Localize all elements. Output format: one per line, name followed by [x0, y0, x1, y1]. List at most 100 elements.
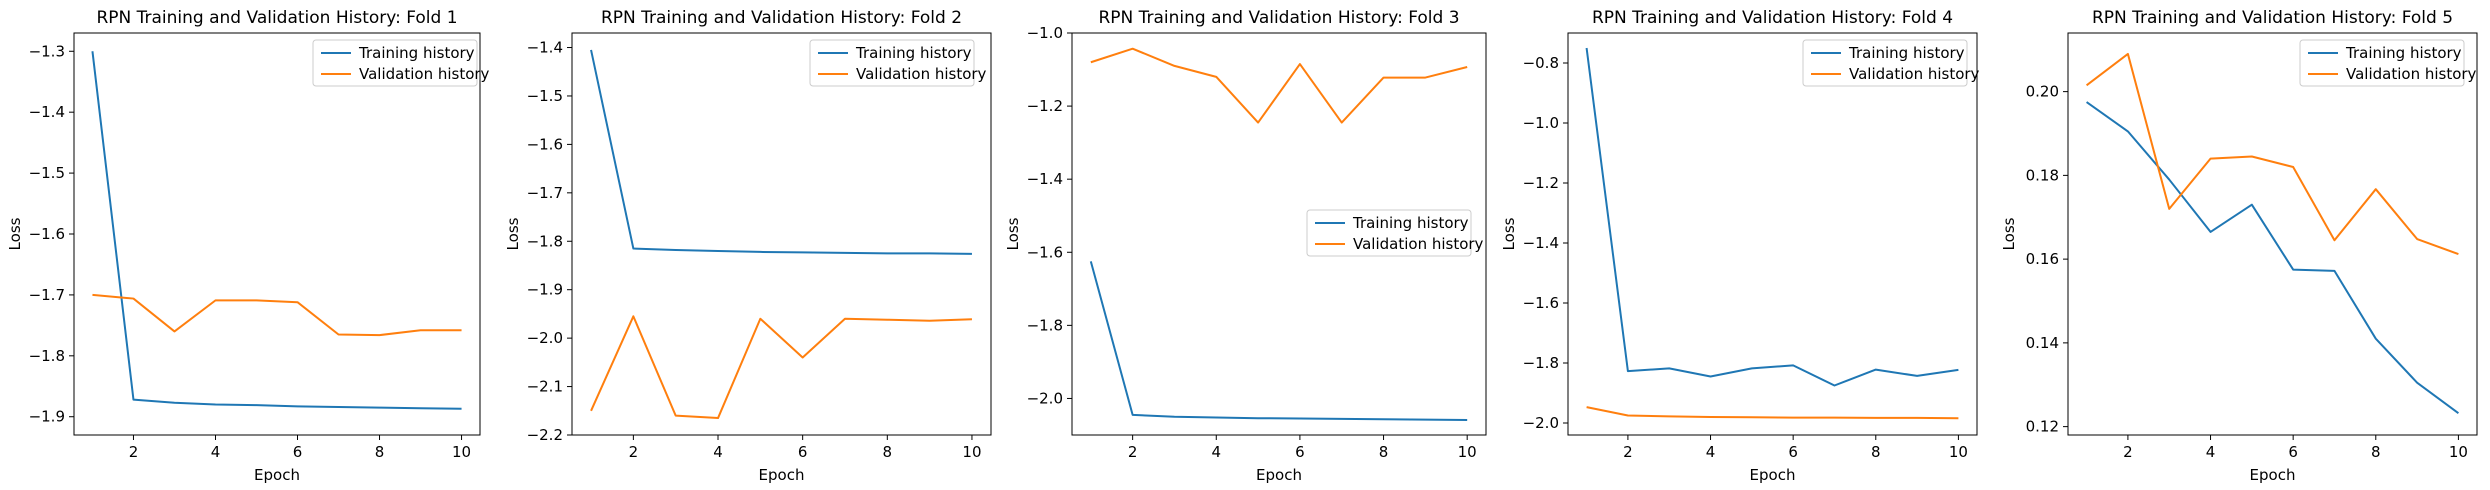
- x-tick-label: 4: [2206, 443, 2216, 461]
- x-axis-label: Epoch: [254, 466, 300, 484]
- series-line-training: [91, 51, 462, 410]
- y-tick-label: 0.14: [2026, 334, 2059, 352]
- y-tick-label: 0.18: [2026, 166, 2059, 184]
- x-tick-label: 8: [2371, 443, 2381, 461]
- y-tick-label: −1.5: [29, 164, 65, 182]
- axes-frame: [1071, 32, 1487, 436]
- y-tick-label: −2.0: [527, 329, 563, 347]
- axes-frame: [2067, 32, 2478, 436]
- x-tick-label: 8: [1379, 443, 1389, 461]
- y-axis-label: Loss: [504, 217, 522, 250]
- x-tick-label: 4: [713, 443, 723, 461]
- series-line-validation: [1586, 406, 1959, 420]
- y-tick-label: −1.0: [1523, 114, 1559, 132]
- series-line-training: [1585, 47, 1959, 387]
- y-tick-label: −2.2: [527, 426, 563, 444]
- x-tick-label: 2: [629, 443, 639, 461]
- x-tick-label: 2: [1128, 443, 1138, 461]
- y-tick-label: −1.8: [527, 232, 563, 250]
- y-tick-label: −1.8: [29, 347, 65, 365]
- y-tick-label: −0.8: [1523, 54, 1559, 72]
- y-tick-label: −1.6: [29, 225, 65, 243]
- x-tick-label: 10: [452, 443, 471, 461]
- legend-box: [2299, 39, 2465, 87]
- x-tick-label: 6: [2288, 443, 2298, 461]
- legend-box: [809, 39, 975, 87]
- y-tick-label: 0.16: [2026, 250, 2059, 268]
- x-tick-label: 4: [1706, 443, 1716, 461]
- y-tick-label: 0.20: [2026, 83, 2059, 101]
- x-tick-label: 6: [798, 443, 808, 461]
- y-tick-label: −1.6: [1523, 294, 1559, 312]
- chart-title: RPN Training and Validation History: Fol…: [1592, 8, 1953, 28]
- y-axis-label: Loss: [1500, 217, 1518, 250]
- y-tick-label: −1.4: [1027, 170, 1063, 188]
- legend-entry: Validation history: [1849, 65, 1980, 83]
- legend-entry: Training history: [1352, 214, 1469, 232]
- x-tick-label: 4: [211, 443, 221, 461]
- y-tick-label: −1.0: [1027, 24, 1063, 42]
- x-tick-label: 10: [1949, 443, 1968, 461]
- chart-fold-1: RPN Training and Validation History: Fol…: [6, 8, 490, 484]
- y-axis-label: Loss: [1004, 217, 1022, 250]
- x-tick-label: 8: [883, 443, 893, 461]
- y-tick-label: −1.9: [527, 281, 563, 299]
- legend-entry: Training history: [358, 44, 475, 62]
- axes-frame: [1567, 32, 1978, 436]
- chart-title: RPN Training and Validation History: Fol…: [1098, 8, 1459, 28]
- y-tick-label: −2.0: [1523, 414, 1559, 432]
- chart-fold-5: RPN Training and Validation History: Fol…: [2000, 8, 2478, 484]
- y-tick-label: −1.5: [527, 87, 563, 105]
- y-tick-label: −1.6: [1027, 243, 1063, 261]
- x-tick-label: 8: [1871, 443, 1881, 461]
- y-axis-label: Loss: [2000, 217, 2018, 250]
- legend-entry: Validation history: [359, 65, 490, 83]
- legend-entry: Training history: [1848, 44, 1965, 62]
- x-tick-label: 4: [1211, 443, 1221, 461]
- x-tick-label: 6: [1788, 443, 1798, 461]
- y-tick-label: −1.7: [527, 184, 563, 202]
- y-tick-label: −2.0: [1027, 389, 1063, 407]
- series-line-training: [1089, 261, 1468, 422]
- series-line-validation: [2085, 52, 2459, 256]
- legend-entry: Validation history: [2346, 65, 2477, 83]
- series-line-training: [2086, 101, 2460, 415]
- series-line-validation: [590, 315, 972, 420]
- chart-title: RPN Training and Validation History: Fol…: [96, 8, 457, 28]
- series-line-validation: [1090, 47, 1468, 124]
- legend-box: [1802, 39, 1968, 87]
- chart-title: RPN Training and Validation History: Fol…: [601, 8, 962, 28]
- y-tick-label: −1.4: [527, 39, 563, 57]
- legend-entry: Training history: [2345, 44, 2462, 62]
- y-tick-label: −1.3: [29, 42, 65, 60]
- chart-fold-3: RPN Training and Validation History: Fol…: [1004, 8, 1487, 484]
- legend: Training history Validation history: [809, 39, 987, 87]
- chart-fold-2: RPN Training and Validation History: Fol…: [504, 8, 992, 484]
- x-tick-label: 6: [293, 443, 303, 461]
- y-tick-label: −1.2: [1523, 174, 1559, 192]
- x-axis-label: Epoch: [759, 466, 805, 484]
- legend-entry: Training history: [855, 44, 972, 62]
- x-tick-label: 8: [375, 443, 385, 461]
- legend-entry: Validation history: [856, 65, 987, 83]
- x-axis-label: Epoch: [1750, 466, 1796, 484]
- series-line-training: [590, 49, 972, 255]
- legend-box: [312, 39, 478, 87]
- x-tick-label: 2: [129, 443, 139, 461]
- y-axis-label: Loss: [6, 217, 24, 250]
- legend-box: [1306, 209, 1472, 257]
- axes-frame: [73, 32, 481, 436]
- x-axis-label: Epoch: [1256, 466, 1302, 484]
- legend: Training history Validation history: [2299, 39, 2477, 87]
- legend: Training history Validation history: [1306, 209, 1484, 257]
- y-tick-label: −1.8: [1027, 316, 1063, 334]
- chart-title: RPN Training and Validation History: Fol…: [2092, 8, 2453, 28]
- x-tick-label: 2: [2123, 443, 2133, 461]
- y-tick-label: −1.2: [1027, 97, 1063, 115]
- y-tick-label: 0.12: [2026, 418, 2059, 436]
- x-tick-label: 6: [1295, 443, 1305, 461]
- y-tick-label: −1.9: [29, 408, 65, 426]
- y-tick-label: −1.4: [1523, 234, 1559, 252]
- y-tick-label: −1.7: [29, 286, 65, 304]
- y-tick-label: −1.6: [527, 135, 563, 153]
